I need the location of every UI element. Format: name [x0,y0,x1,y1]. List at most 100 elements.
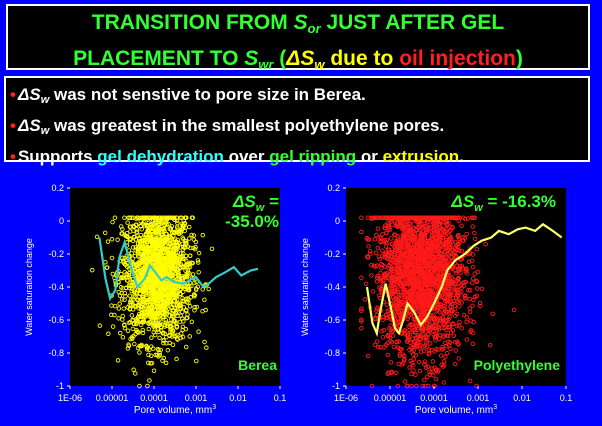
data-point [146,215,152,220]
data-point [443,237,449,242]
data-point [389,369,394,375]
data-point [112,215,118,220]
data-point [136,277,141,282]
delta-sw-symbol: ΔS [450,192,474,211]
data-point [385,332,390,338]
data-point [383,244,389,249]
data-point [209,246,215,252]
data-point [150,228,155,234]
data-point [158,251,164,257]
data-point [153,254,158,260]
data-point [463,266,469,272]
data-point [193,244,198,250]
data-point [148,284,153,289]
data-point [421,247,427,253]
data-point [380,248,385,253]
data-point [174,356,179,362]
data-point [132,294,137,300]
data-point [428,269,433,274]
data-point [196,250,202,256]
data-point [135,329,141,335]
data-point [180,324,186,330]
data-point [430,359,436,364]
data-point [383,215,389,220]
data-point [414,383,419,389]
data-point [368,251,373,257]
data-point [153,297,158,303]
data-point [140,327,146,333]
data-point [161,306,167,311]
data-point [456,232,461,238]
data-point [203,307,208,313]
data-point [172,215,177,220]
data-point [439,243,444,248]
data-point [150,215,156,220]
y-tick-label: -0.4 [324,282,340,292]
data-point [175,313,180,319]
data-point [450,295,456,301]
trend-line [98,237,259,302]
data-point [133,222,139,228]
data-point [399,251,404,257]
data-point [413,329,418,335]
data-point [438,302,443,308]
data-point [426,352,431,357]
data-point [173,319,178,324]
y-tick-label: -0.2 [48,249,64,259]
data-point [417,250,422,256]
data-point [163,259,168,264]
data-point [490,311,495,317]
data-point [146,297,152,302]
data-point [411,260,417,265]
data-point [365,255,371,260]
data-point [445,281,451,287]
data-point [385,220,390,225]
data-point [374,308,379,313]
data-point [441,318,447,324]
data-point [362,297,368,302]
y-tick-label: 0 [59,216,64,226]
data-point [157,353,163,358]
data-point [433,243,439,249]
data-point [423,334,429,339]
data-point [384,230,389,235]
data-point [447,286,452,292]
data-point [110,219,115,225]
data-point [453,216,458,221]
data-point [183,296,189,302]
data-point [428,215,433,220]
data-point [460,266,466,271]
data-point [390,271,396,277]
data-point [175,243,181,248]
data-point [397,276,403,281]
data-point [422,303,428,309]
data-point [455,276,460,282]
data-point [392,297,397,302]
y-tick-label: -1 [332,381,340,391]
data-point [399,249,405,254]
data-point [475,286,480,291]
data-point [162,238,168,244]
data-point [175,245,180,250]
data-point [122,325,128,331]
data-point [406,215,411,220]
data-point [145,360,151,366]
data-point [154,237,160,243]
data-point [470,264,476,270]
data-point [454,311,460,317]
data-point [423,329,429,334]
delta-sw-sub: w [256,202,266,214]
y-tick-label: -0.8 [48,348,64,358]
data-point [420,383,426,389]
data-point [147,258,153,264]
data-point [168,301,174,307]
data-point [372,237,378,242]
scatter-points [89,215,215,389]
data-point [161,338,166,343]
data-point [171,288,177,294]
data-point [145,258,151,264]
data-point [382,225,388,231]
data-point [388,215,394,220]
data-point [387,260,393,266]
data-point [180,256,185,262]
